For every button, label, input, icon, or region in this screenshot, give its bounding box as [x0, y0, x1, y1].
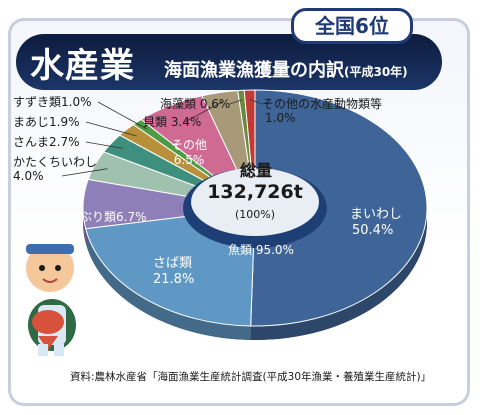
page-title: 水産業	[30, 46, 135, 86]
label-maaji-value: 1.9%	[49, 115, 80, 129]
leader-line-5	[85, 121, 137, 137]
label-kairui-value: 3.4%	[170, 115, 202, 129]
label-other-animals-value: 1.0%	[265, 111, 296, 125]
label-other-value: 6.5%	[173, 153, 205, 167]
chart-title-text: 海面漁業漁獲量の内訳	[164, 60, 344, 81]
center-hole-face	[191, 168, 319, 236]
chart-title-year: (平成30年)	[344, 65, 408, 79]
mascot-leg-left	[38, 344, 48, 356]
label-sanma-name: さんま	[13, 135, 50, 149]
label-suzuki-value: 1.0%	[61, 95, 92, 109]
leader-line-9	[229, 99, 243, 105]
mascot	[26, 244, 76, 356]
fish-tail	[38, 336, 58, 350]
label-buri: ぶり類6.7%	[80, 210, 147, 224]
label-katakuchi-name: かたくちいわし	[13, 155, 98, 169]
label-kaiso-name: 海藻類	[160, 97, 197, 111]
label-buri-value: 6.7%	[116, 210, 147, 224]
label-buri-name: ぶり類	[80, 210, 117, 224]
label-other-name: その他	[170, 138, 207, 152]
label-maaji-name: まあじ	[13, 115, 50, 129]
mascot-eye-right	[55, 265, 61, 271]
label-fish-group: 魚類 95.0%	[228, 243, 294, 257]
leader-line-10	[249, 99, 263, 105]
leader-lines	[61, 99, 263, 177]
label-suzuki: すずき類1.0%	[13, 95, 92, 109]
center-percent: (100%)	[234, 208, 276, 221]
label-maaji: まあじ1.9%	[13, 115, 80, 129]
center-hole	[183, 168, 327, 248]
pie-slice-0	[250, 89, 428, 327]
label-saba-value: 21.8%	[153, 272, 195, 287]
label-maiwashi-value: 50.4%	[352, 223, 394, 238]
label-kaiso: 海藻類 0.6%	[160, 97, 230, 111]
leader-line-3	[61, 168, 108, 177]
source-note: 資料:農林水産省「海面漁業生産統計調査(平成30年漁業・養殖業生産統計)」	[70, 371, 432, 383]
label-sanma: さんま2.7%	[13, 135, 80, 149]
center-label: 総量	[240, 161, 273, 180]
rank-badge: 全国6位	[291, 8, 413, 44]
label-sanma-value: 2.7%	[49, 135, 80, 149]
mascot-head	[26, 244, 74, 292]
chart-title: 海面漁業漁獲量の内訳(平成30年)	[164, 56, 408, 82]
label-maiwashi-name: まいわし	[350, 207, 403, 222]
leader-line-4	[85, 141, 123, 149]
label-other-animals-name: その他の水産動物類等	[262, 97, 383, 111]
label-saba-name: さば類	[153, 256, 193, 271]
leader-line-8	[184, 101, 223, 123]
mascot-leg-right	[54, 344, 64, 356]
fish-icon	[32, 310, 64, 334]
label-kairui-name: 貝類	[143, 115, 168, 129]
label-kairui: 貝類 3.4%	[143, 115, 201, 129]
mascot-headband	[26, 244, 74, 254]
label-katakuchi-value: 4.0%	[13, 169, 44, 183]
label-kaiso-value: 0.6%	[199, 97, 231, 111]
label-suzuki-name: すずき類	[13, 95, 62, 109]
leader-line-6	[97, 101, 147, 130]
center-total: 132,726t	[207, 181, 303, 203]
mascot-mouth	[42, 278, 58, 283]
mascot-eye-left	[39, 265, 45, 271]
